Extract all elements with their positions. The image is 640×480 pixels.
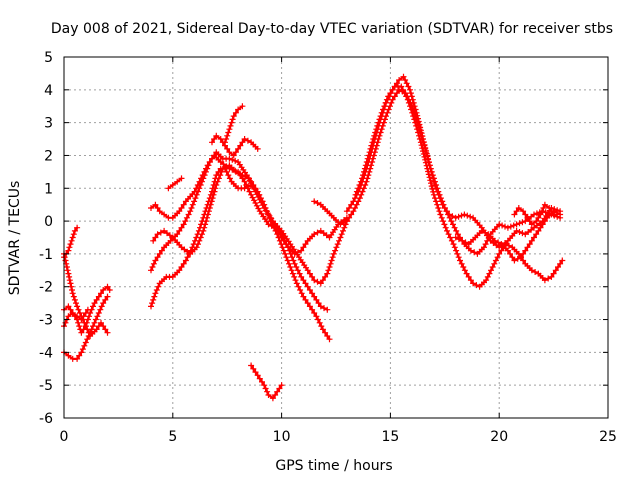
series-markers xyxy=(148,152,331,313)
y-tick-label: 0 xyxy=(44,214,53,230)
series-afternoon-c xyxy=(352,83,566,290)
series-line xyxy=(313,88,562,255)
series-early-c xyxy=(61,293,111,362)
series-dip xyxy=(248,362,285,402)
series-markers xyxy=(148,149,350,287)
series-markers xyxy=(222,103,246,146)
y-axis-label: SDTVAR / TECUs xyxy=(7,181,23,296)
y-tick-label: -2 xyxy=(39,280,53,296)
series-late-a xyxy=(452,208,564,264)
chart-title: Day 008 of 2021, Sidereal Day-to-day VTE… xyxy=(51,21,613,37)
y-tick-label: 1 xyxy=(44,181,53,197)
series-line xyxy=(167,177,183,190)
series-markers xyxy=(150,162,350,257)
x-tick-label: 25 xyxy=(599,429,617,445)
series-late-b xyxy=(511,201,557,228)
data-series xyxy=(61,73,566,402)
y-tick-label: 4 xyxy=(44,83,53,99)
series-markers xyxy=(511,201,557,228)
y-tick-label: 2 xyxy=(44,148,53,164)
x-tick-label: 20 xyxy=(490,429,508,445)
series-markers xyxy=(452,208,564,264)
y-tick-label: -5 xyxy=(39,378,53,394)
series-morning-d xyxy=(150,162,350,257)
axis-ticks: 0 5 10 15 20 25 -6 -5 -4 -3 -2 -1 0 1 2 3 4 5 xyxy=(39,50,617,445)
x-tick-label: 0 xyxy=(60,429,69,445)
y-tick-label: -4 xyxy=(39,345,53,361)
y-tick-label: -1 xyxy=(39,247,53,263)
series-line xyxy=(250,364,283,400)
y-tick-label: 3 xyxy=(44,116,53,132)
series-markers xyxy=(248,362,285,402)
y-tick-label: -6 xyxy=(39,411,53,427)
x-tick-label: 5 xyxy=(168,429,177,445)
series-morning-e xyxy=(165,175,185,192)
y-tick-label: -3 xyxy=(39,313,53,329)
series-line xyxy=(513,203,555,226)
plot-frame xyxy=(63,56,609,419)
x-tick-label: 10 xyxy=(273,429,291,445)
x-axis-label: GPS time / hours xyxy=(275,458,392,474)
x-tick-label: 15 xyxy=(381,429,399,445)
y-tick-label: 5 xyxy=(44,50,53,66)
series-morning-g xyxy=(222,103,246,146)
series-morning-a xyxy=(148,152,331,313)
series-line xyxy=(149,151,348,285)
series-markers xyxy=(352,83,566,290)
grid-lines xyxy=(64,57,608,418)
series-early-e xyxy=(61,303,91,323)
series-markers xyxy=(165,175,185,192)
series-morning-b xyxy=(148,149,350,287)
